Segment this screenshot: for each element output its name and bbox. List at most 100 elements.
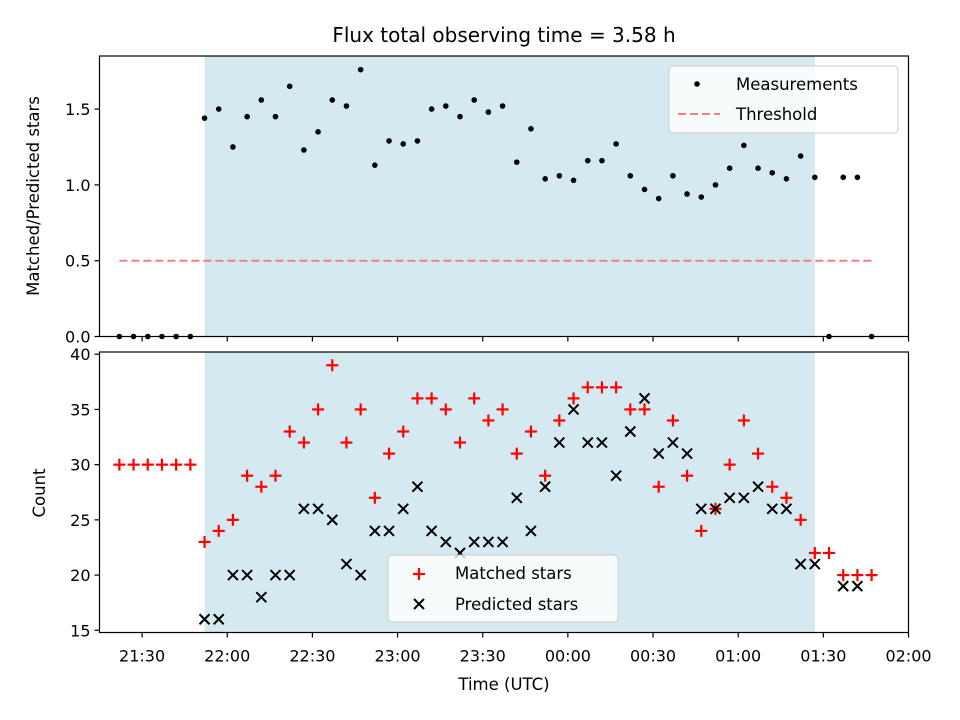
matched-star-point — [666, 414, 679, 427]
measurement-point — [372, 162, 378, 168]
measurement-point — [712, 182, 719, 188]
measurement-point — [641, 186, 648, 193]
matched-star-point — [837, 569, 850, 582]
count-x-tick-label: 23:00 — [374, 647, 420, 666]
matched-star-point — [610, 381, 623, 394]
measurement-point — [343, 103, 350, 109]
measurement-point — [286, 83, 293, 90]
matched-star-point — [581, 381, 594, 394]
measurement-point — [301, 147, 307, 153]
measurement-point — [854, 174, 861, 181]
predicted-star-point — [681, 447, 693, 460]
chart-title: Flux total observing time = 3.58 h — [332, 23, 675, 47]
predicted-star-point — [567, 403, 580, 416]
measurement-point — [584, 157, 591, 164]
predicted-star-point — [198, 613, 211, 625]
ratio-y-axis-label: Matched/Predicted stars — [24, 96, 43, 296]
predicted-star-point — [596, 436, 608, 449]
predicted-star-point — [298, 503, 310, 515]
matched-star-point — [397, 425, 410, 438]
predicted-star-point — [511, 492, 523, 504]
measurement-point — [783, 176, 790, 182]
measurement-point — [670, 172, 676, 179]
predicted-star-point — [369, 525, 381, 537]
predicted-star-point — [582, 436, 594, 449]
matched-star-point — [141, 458, 154, 471]
ratio-panel-frame — [98, 55, 910, 338]
measurement-point — [556, 172, 563, 179]
count-y-tick-label: 15 — [70, 621, 90, 640]
matched-star-point — [425, 392, 438, 405]
matched-star-point — [496, 403, 509, 416]
predicted-star-point — [539, 481, 551, 493]
count-x-tick-label: 02:00 — [885, 647, 931, 666]
predicted-star-point — [496, 536, 509, 548]
matched-star-point — [155, 458, 168, 471]
count-x-tick-label: 00:00 — [545, 647, 591, 666]
predicted-star-point — [652, 447, 665, 460]
legend-measurements-marker — [694, 81, 700, 87]
legend-matched-label: Matched stars — [455, 564, 572, 583]
predicted-star-point — [213, 613, 225, 625]
count-x-tick-label: 22:30 — [289, 647, 335, 666]
matched-star-point — [652, 480, 665, 493]
count-panel: 15 20 25 30 35 40 21:30 22:00 22:30 23:00 23:30 00… — [30, 336, 932, 694]
predicted-star-point — [383, 525, 395, 537]
matched-star-point — [539, 469, 552, 482]
predicted-star-point — [709, 503, 722, 515]
matched-star-point — [553, 414, 566, 427]
matched-star-point — [198, 535, 211, 548]
measurement-point — [230, 144, 236, 150]
x-axis-label: Time (UTC) — [457, 675, 549, 694]
predicted-star-point — [610, 469, 622, 482]
predicted-star-point — [780, 503, 793, 515]
matched-star-point — [482, 414, 495, 427]
measurement-point — [769, 169, 776, 176]
predicted-star-point — [695, 503, 707, 515]
legend-threshold-label: Threshold — [735, 105, 817, 124]
count-panel-frame — [98, 351, 910, 634]
measurement-point — [741, 142, 747, 149]
predicted-star-point — [482, 536, 495, 548]
measurement-point — [258, 97, 265, 103]
count-y-tick-label: 35 — [70, 400, 90, 419]
count-x-tick-label: 01:30 — [800, 647, 846, 666]
matched-star-point — [638, 403, 651, 416]
predicted-star-point — [809, 558, 821, 570]
matched-star-point — [312, 403, 325, 416]
predicted-star-point — [638, 392, 651, 405]
count-y-tick-label: 20 — [70, 566, 90, 585]
predicted-star-point — [411, 481, 424, 493]
measurement-point — [726, 165, 733, 171]
matched-star-point — [241, 469, 254, 482]
measurement-point — [513, 159, 520, 165]
predicted-star-point — [326, 514, 338, 526]
measurement-point — [386, 138, 392, 144]
measurement-point — [528, 125, 534, 132]
measurement-point — [457, 113, 463, 120]
predicted-star-point — [525, 525, 537, 537]
matched-star-point — [737, 414, 750, 427]
matched-star-point — [255, 480, 268, 493]
predicted-star-point — [397, 503, 409, 515]
measurement-point — [485, 109, 492, 115]
predicted-star-point — [354, 569, 367, 581]
matched-star-point — [411, 392, 424, 405]
ratio-legend: Measurements Threshold — [668, 65, 899, 134]
measurement-point — [357, 66, 364, 73]
measurement-point — [797, 153, 804, 159]
measurement-point — [840, 174, 847, 181]
predicted-star-point — [794, 558, 807, 570]
measurement-point — [542, 176, 548, 182]
matched-star-point — [510, 447, 523, 460]
measurement-point — [812, 174, 818, 181]
predicted-star-point — [766, 503, 778, 515]
measurement-point — [215, 106, 222, 112]
matched-star-point — [766, 480, 779, 493]
matched-star-point — [624, 403, 637, 416]
predicted-star-point — [468, 536, 480, 548]
matched-star-point — [780, 491, 793, 504]
measurement-point — [499, 103, 506, 109]
legend-matched-marker — [413, 568, 425, 580]
matched-star-point — [383, 447, 396, 460]
